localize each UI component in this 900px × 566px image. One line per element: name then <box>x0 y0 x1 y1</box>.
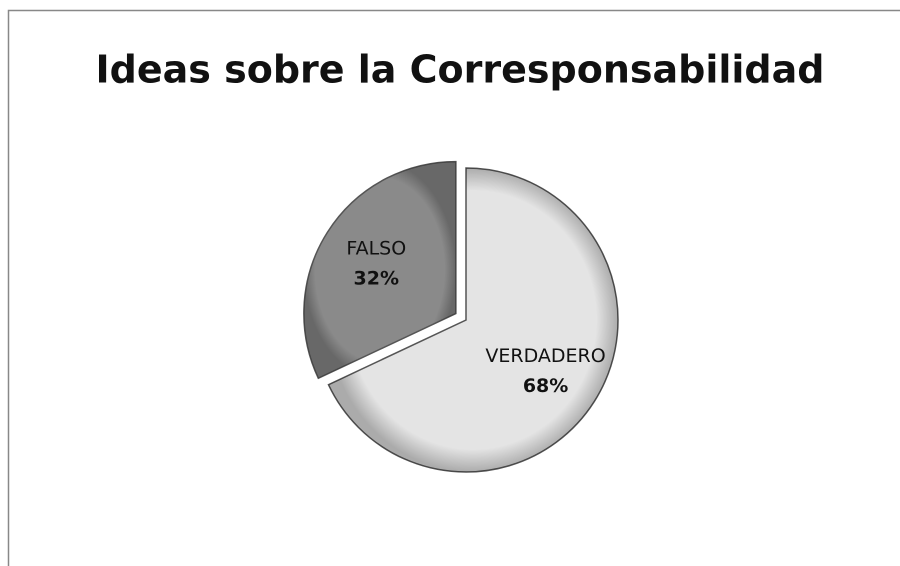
slice-value-label: 32% <box>354 268 399 290</box>
pie <box>303 160 619 473</box>
frame <box>7 9 900 566</box>
chart-title: Ideas sobre la Corresponsabilidad <box>96 48 825 92</box>
slice-value-label: 68% <box>523 375 568 397</box>
slice-category: FALSO <box>346 238 406 260</box>
slice-category: VERDADERO <box>485 345 605 367</box>
